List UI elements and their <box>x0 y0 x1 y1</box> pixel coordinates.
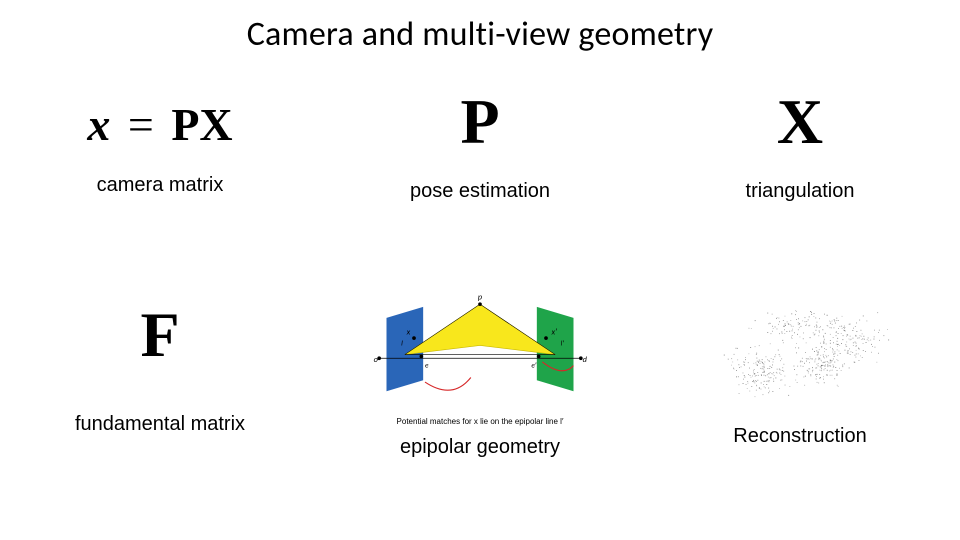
row-2: F fundamental matrix podxx′ee′ll′ Potent… <box>0 285 960 485</box>
equation-eq: = <box>122 99 160 150</box>
epipolar-figure: podxx′ee′ll′ <box>370 285 590 415</box>
symbol-F: F <box>140 303 179 367</box>
cell-triangulation: X triangulation <box>640 90 960 240</box>
cell-pose-estimation: P pose estimation <box>320 90 640 240</box>
cell-fundamental-matrix: F fundamental matrix <box>0 285 320 485</box>
svg-text:x: x <box>406 327 411 337</box>
equation-rhs: PX <box>171 99 232 150</box>
cell-reconstruction: Reconstruction <box>640 285 960 485</box>
label-fundamental-matrix: fundamental matrix <box>75 413 245 436</box>
symbol-X: X <box>777 90 823 154</box>
symbol-P: P <box>460 90 499 154</box>
cell-epipolar-geometry: podxx′ee′ll′ Potential matches for x lie… <box>320 285 640 485</box>
svg-text:d: d <box>583 355 588 365</box>
pointcloud-figure <box>690 285 910 415</box>
epipolar-caption: Potential matches for x lie on the epipo… <box>397 417 564 426</box>
label-epipolar-geometry: epipolar geometry <box>400 436 560 459</box>
equation-lhs: x <box>87 99 110 150</box>
label-reconstruction: Reconstruction <box>733 425 866 448</box>
svg-text:p: p <box>478 293 483 303</box>
svg-text:o: o <box>374 355 378 365</box>
svg-text:x′: x′ <box>551 327 558 337</box>
label-pose-estimation: pose estimation <box>410 180 550 203</box>
svg-text:e: e <box>425 360 429 369</box>
label-triangulation: triangulation <box>746 180 855 203</box>
cell-camera-matrix: x = PX camera matrix <box>0 90 320 240</box>
equation-xPX: x = PX <box>87 102 232 148</box>
label-camera-matrix: camera matrix <box>97 174 224 197</box>
row-1: x = PX camera matrix P pose estimation X… <box>0 90 960 240</box>
svg-text:e′: e′ <box>531 360 536 369</box>
page-title: Camera and multi-view geometry <box>0 0 960 55</box>
